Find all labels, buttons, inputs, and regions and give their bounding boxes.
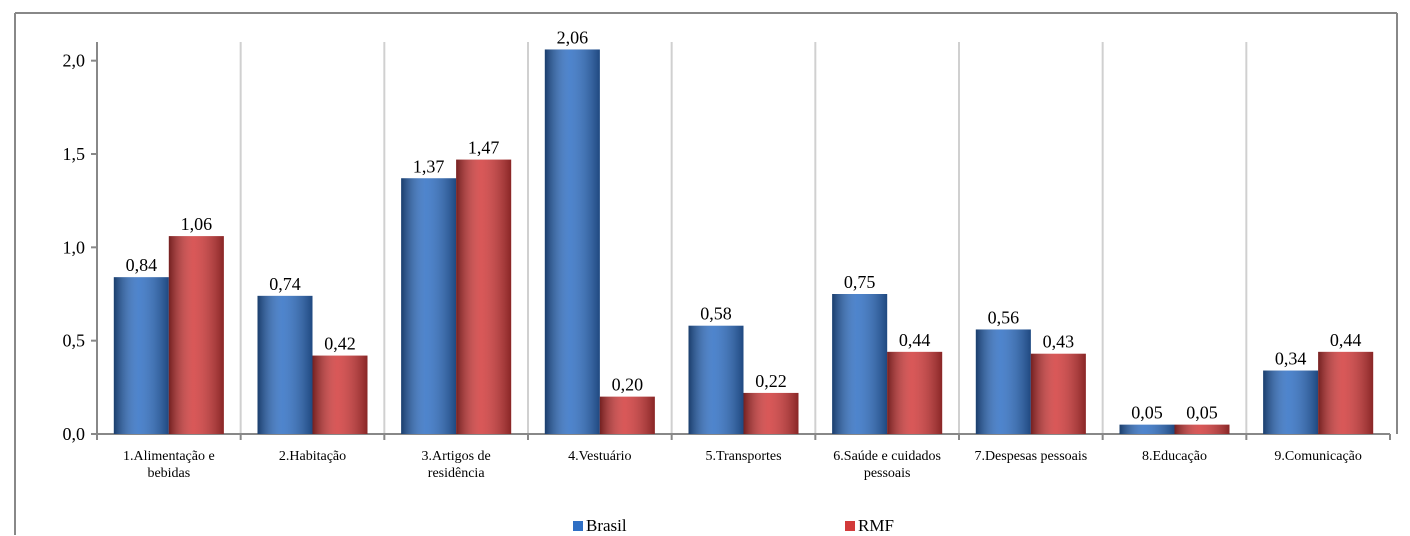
bar-shade [544, 49, 600, 434]
x-tick-label: 2.Habitação [278, 449, 347, 464]
legend-swatch [573, 521, 583, 531]
bar-shade [832, 294, 888, 434]
x-tick-label: 4.Vestuário [568, 449, 632, 464]
legend-item: RMF [845, 516, 894, 536]
bar-shade [1174, 424, 1230, 434]
y-tick-label: 1,5 [63, 144, 86, 164]
data-label: 0,34 [1275, 349, 1307, 369]
legend-label: Brasil [586, 516, 627, 535]
bar-shade [887, 351, 943, 434]
x-tick-label: 1.Alimentação e bebidas [122, 449, 215, 481]
bar-shade [975, 329, 1031, 434]
data-label: 1,06 [181, 214, 213, 234]
x-tick-label: 5.Transportes [705, 449, 782, 464]
bar-shade [401, 178, 457, 434]
data-label: 0,42 [324, 334, 356, 354]
data-label: 0,20 [612, 375, 644, 395]
y-tick-label: 1,0 [63, 237, 86, 257]
x-tick-label: 3.Artigos de residência [421, 449, 491, 481]
data-label: 0,05 [1131, 403, 1163, 423]
bar-shade [113, 277, 169, 434]
bar-shade [168, 236, 224, 434]
data-label: 0,84 [126, 255, 158, 275]
bar-shade [312, 355, 368, 434]
data-label: 0,44 [1330, 330, 1362, 350]
bar-shade [1119, 424, 1175, 434]
bar-shade [599, 396, 655, 434]
bar-shade [1030, 353, 1086, 434]
bar-shade [257, 295, 313, 434]
data-label: 2,06 [557, 27, 589, 47]
data-label: 0,44 [899, 330, 931, 350]
data-label: 0,58 [700, 304, 732, 324]
legend-item: Brasil [573, 516, 627, 536]
x-tick-label: 9.Comunicação [1274, 449, 1362, 464]
data-label: 1,37 [413, 156, 445, 176]
data-label: 0,75 [844, 272, 876, 292]
x-tick-label: 7.Despesas pessoais [974, 449, 1088, 464]
data-label: 1,47 [468, 138, 500, 158]
data-label: 0,43 [1043, 332, 1075, 352]
y-tick-label: 0,0 [63, 424, 86, 444]
x-tick-label: 6.Saúde e cuidados pessoais [833, 449, 941, 481]
legend-label: RMF [858, 516, 894, 535]
bar-shade [1318, 351, 1374, 434]
data-label: 0,22 [755, 371, 787, 391]
bar-shade [688, 325, 744, 434]
bar-shade [456, 159, 512, 434]
data-label: 0,74 [269, 274, 301, 294]
bar-shade [743, 392, 799, 434]
y-tick-label: 2,0 [63, 51, 86, 71]
bar-shade [1263, 370, 1319, 434]
y-tick-label: 0,5 [63, 331, 86, 351]
data-label: 0,05 [1186, 403, 1218, 423]
x-tick-label: 8.Educação [1142, 449, 1207, 464]
legend-swatch [845, 521, 855, 531]
data-label: 0,56 [988, 307, 1020, 327]
